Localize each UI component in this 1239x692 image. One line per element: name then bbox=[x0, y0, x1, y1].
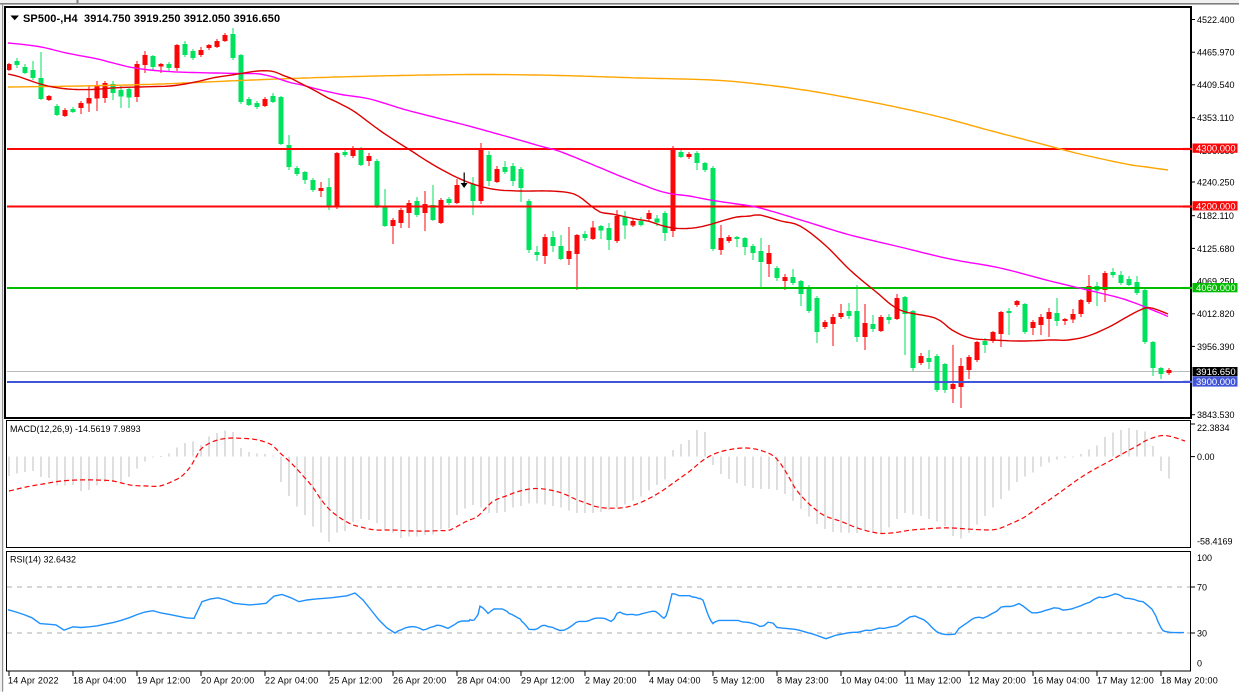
svg-text:70: 70 bbox=[1197, 582, 1207, 592]
svg-text:29 Apr 12:00: 29 Apr 12:00 bbox=[521, 676, 574, 686]
svg-text:14 Apr 2022: 14 Apr 2022 bbox=[8, 676, 59, 686]
svg-text:0: 0 bbox=[1197, 659, 1202, 669]
svg-text:19 Apr 12:00: 19 Apr 12:00 bbox=[137, 676, 190, 686]
svg-text:16 May 04:00: 16 May 04:00 bbox=[1033, 676, 1090, 686]
svg-text:4200.000: 4200.000 bbox=[1196, 201, 1236, 212]
svg-text:28 Apr 04:00: 28 Apr 04:00 bbox=[457, 676, 510, 686]
svg-text:22.3834: 22.3834 bbox=[1197, 423, 1230, 433]
svg-text:4522.400: 4522.400 bbox=[1197, 15, 1235, 25]
svg-text:4069.250: 4069.250 bbox=[1197, 276, 1235, 286]
svg-text:4012.820: 4012.820 bbox=[1197, 309, 1235, 319]
svg-text:30: 30 bbox=[1197, 628, 1207, 638]
svg-text:22 Apr 04:00: 22 Apr 04:00 bbox=[265, 676, 318, 686]
svg-text:3956.390: 3956.390 bbox=[1197, 342, 1235, 352]
svg-text:4125.680: 4125.680 bbox=[1197, 244, 1235, 254]
svg-text:3900.000: 3900.000 bbox=[1196, 377, 1236, 388]
svg-text:4465.970: 4465.970 bbox=[1197, 48, 1235, 58]
svg-text:RSI(14) 32.6432: RSI(14) 32.6432 bbox=[10, 555, 76, 565]
svg-text:SP500-,H4 3914.750 3919.250 3: SP500-,H4 3914.750 3919.250 3912.050 391… bbox=[23, 13, 280, 25]
svg-text:18 Apr 04:00: 18 Apr 04:00 bbox=[73, 676, 126, 686]
svg-text:4240.250: 4240.250 bbox=[1197, 177, 1235, 187]
svg-text:4300.000: 4300.000 bbox=[1196, 144, 1236, 155]
svg-text:18 May 20:00: 18 May 20:00 bbox=[1161, 676, 1218, 686]
svg-text:4182.110: 4182.110 bbox=[1197, 211, 1234, 221]
svg-text:5 May 12:00: 5 May 12:00 bbox=[713, 676, 765, 686]
svg-text:4 May 04:00: 4 May 04:00 bbox=[649, 676, 701, 686]
svg-text:3916.650: 3916.650 bbox=[1196, 367, 1236, 378]
svg-text:MACD(12,26,9) -14.5619 7.9893: MACD(12,26,9) -14.5619 7.9893 bbox=[10, 424, 141, 434]
svg-text:25 Apr 12:00: 25 Apr 12:00 bbox=[329, 676, 382, 686]
svg-text:2 May 20:00: 2 May 20:00 bbox=[585, 676, 637, 686]
svg-text:26 Apr 20:00: 26 Apr 20:00 bbox=[393, 676, 446, 686]
svg-text:-58.4169: -58.4169 bbox=[1197, 537, 1233, 547]
svg-text:0.00: 0.00 bbox=[1197, 452, 1215, 462]
svg-text:12 May 20:00: 12 May 20:00 bbox=[969, 676, 1026, 686]
svg-text:17 May 12:00: 17 May 12:00 bbox=[1097, 676, 1154, 686]
svg-text:10 May 04:00: 10 May 04:00 bbox=[841, 676, 898, 686]
svg-text:8 May 23:00: 8 May 23:00 bbox=[777, 676, 829, 686]
svg-text:4353.110: 4353.110 bbox=[1197, 113, 1234, 123]
svg-text:3843.530: 3843.530 bbox=[1197, 410, 1235, 420]
svg-text:20 Apr 20:00: 20 Apr 20:00 bbox=[201, 676, 254, 686]
svg-text:4060.000: 4060.000 bbox=[1196, 283, 1236, 294]
svg-text:11 May 12:00: 11 May 12:00 bbox=[905, 676, 961, 686]
svg-text:100: 100 bbox=[1197, 553, 1212, 563]
svg-text:4409.540: 4409.540 bbox=[1197, 80, 1235, 90]
